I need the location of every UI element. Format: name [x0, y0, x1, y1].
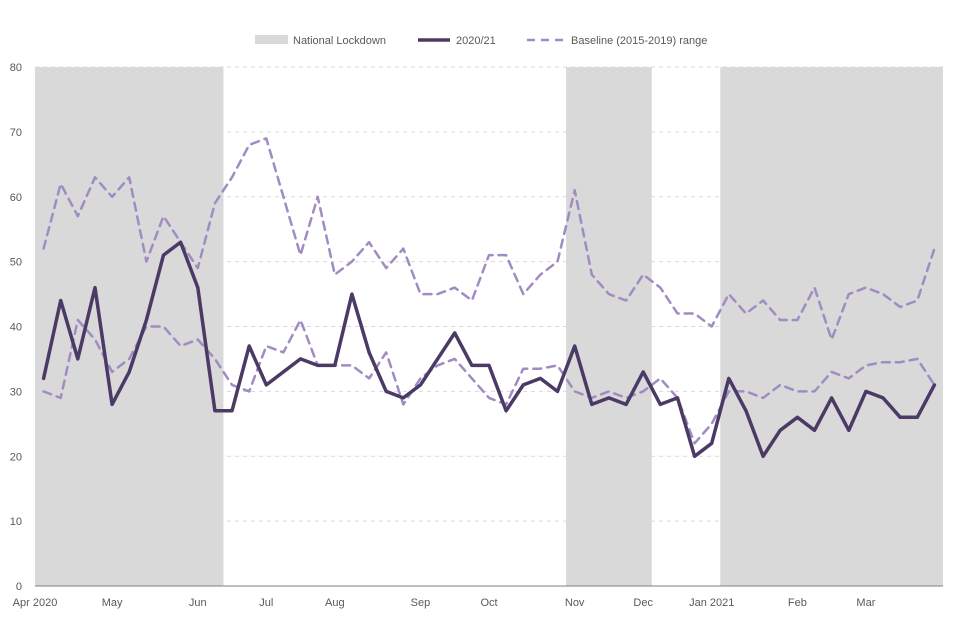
- y-tick-label: 20: [10, 451, 22, 463]
- x-tick-label: Jan 2021: [689, 597, 734, 609]
- x-tick-label: Dec: [633, 597, 653, 609]
- legend: National Lockdown 2020/21 Baseline (2015…: [255, 35, 707, 47]
- y-tick-label: 30: [10, 386, 22, 398]
- y-tick-label: 70: [10, 127, 22, 139]
- series: [41, 137, 937, 459]
- legend-swatch-lockdown: [255, 35, 288, 44]
- series-line-baseline-lower: [42, 318, 936, 445]
- x-tick-label: Oct: [480, 597, 497, 609]
- y-tick-label: 10: [10, 516, 22, 528]
- y-tick-label: 40: [10, 322, 22, 334]
- y-tick-label: 80: [10, 62, 22, 74]
- y-tick-label: 0: [16, 581, 22, 593]
- lockdown-band-1: [35, 67, 224, 586]
- x-tick-label: Apr 2020: [13, 597, 58, 609]
- legend-label-lockdown: National Lockdown: [293, 35, 386, 47]
- x-tick-label: Jul: [259, 597, 273, 609]
- x-tick-labels: Apr 2020 May Jun Jul Aug Sep Oct Nov Dec Jan 2021…: [13, 597, 876, 609]
- legend-label-main: 2020/21: [456, 35, 496, 47]
- x-tick-label: Aug: [325, 597, 345, 609]
- series-line-2020-21: [41, 240, 937, 459]
- y-tick-labels: 0 10 20 30 40 50 60 70 80: [10, 62, 22, 593]
- x-tick-label: Nov: [565, 597, 585, 609]
- x-tick-label: Feb: [788, 597, 807, 609]
- series-line-baseline-upper: [42, 137, 936, 341]
- legend-label-baseline: Baseline (2015-2019) range: [571, 35, 707, 47]
- x-tick-label: Jun: [189, 597, 207, 609]
- x-tick-label: May: [102, 597, 123, 609]
- y-tick-label: 50: [10, 257, 22, 269]
- x-tick-label: Mar: [856, 597, 875, 609]
- y-tick-label: 60: [10, 192, 22, 204]
- x-tick-label: Sep: [411, 597, 431, 609]
